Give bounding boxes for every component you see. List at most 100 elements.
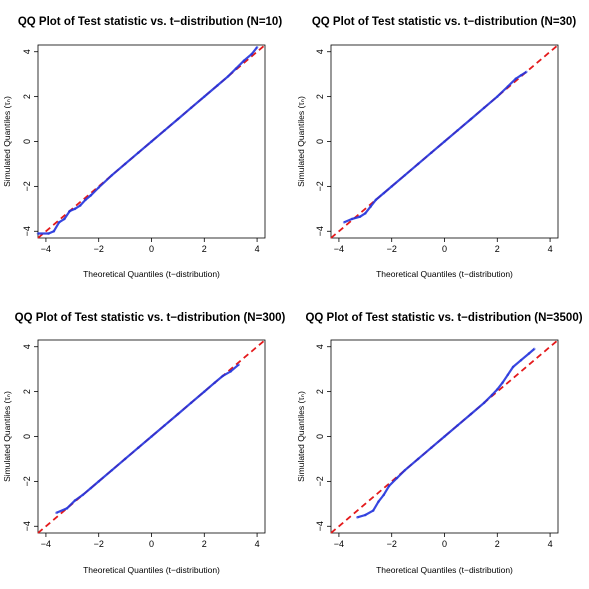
qq-point <box>377 500 380 503</box>
y-axis-label: Simulated Quantiles (τₙ) <box>296 96 306 187</box>
qq-point <box>255 45 259 49</box>
qq-point <box>202 95 206 98</box>
qq-point <box>430 446 433 450</box>
qq-point <box>374 198 378 202</box>
qq-series-line <box>38 46 258 235</box>
qq-point <box>371 509 375 512</box>
qq-point <box>221 374 225 378</box>
y-tick-label: 2 <box>22 389 32 394</box>
qq-point <box>430 151 433 155</box>
qq-point <box>229 370 232 373</box>
qq-point <box>176 117 180 121</box>
qq-point <box>176 412 180 416</box>
x-tick-label: −4 <box>334 539 344 549</box>
qq-point <box>356 515 359 519</box>
qq-point <box>47 232 50 235</box>
y-tick-label: 2 <box>315 389 325 394</box>
x-axis-label: Theoretical Quantiles (t−distribution) <box>83 269 220 279</box>
qq-point <box>390 185 394 188</box>
qq-point <box>495 388 499 391</box>
qq-point <box>189 106 193 110</box>
x-tick-label: −4 <box>41 539 51 549</box>
qq-point <box>97 186 101 189</box>
qq-point <box>216 84 219 87</box>
qq-point <box>519 73 523 77</box>
x-tick-label: −2 <box>94 539 104 549</box>
y-tick-label: −2 <box>22 476 32 486</box>
y-tick-label: 2 <box>22 94 32 99</box>
qq-point <box>110 173 114 177</box>
qq-point <box>242 59 246 63</box>
x-tick-label: 4 <box>548 244 553 254</box>
qq-point <box>416 162 420 166</box>
qq-point <box>89 486 93 490</box>
qq-point <box>387 484 391 488</box>
qq-point <box>73 207 77 211</box>
qq-point <box>63 217 66 221</box>
panel-title: QQ Plot of Test statistic vs. t−distribu… <box>15 312 286 324</box>
y-tick-label: −4 <box>22 226 32 236</box>
x-tick-label: 4 <box>255 244 260 254</box>
qq-series-line <box>343 70 527 224</box>
qq-point <box>52 229 56 233</box>
qq-point <box>382 191 386 195</box>
qq-point <box>501 381 504 384</box>
qq-point <box>57 220 61 224</box>
qq-point <box>514 77 518 80</box>
qq-point <box>36 232 40 235</box>
y-tick-label: 2 <box>315 94 325 99</box>
qq-point <box>456 423 459 427</box>
qq-point <box>110 468 114 472</box>
x-tick-label: −2 <box>387 539 397 549</box>
qq-point <box>506 85 510 88</box>
qq-point <box>81 493 85 497</box>
y-tick-label: 0 <box>22 139 32 144</box>
qq-panel-3: QQ Plot of Test statistic vs. t−distribu… <box>2 312 286 575</box>
qq-point <box>65 507 69 510</box>
qq-point <box>358 215 362 218</box>
y-tick-label: 4 <box>315 344 325 349</box>
y-tick-label: −2 <box>22 181 32 191</box>
qq-point <box>150 140 153 143</box>
y-tick-label: −4 <box>315 226 325 236</box>
qq-series-line <box>56 363 240 514</box>
qq-point <box>369 205 372 208</box>
x-axis-label: Theoretical Quantiles (t−distribution) <box>376 565 513 575</box>
y-axis-label: Simulated Quantiles (τₙ) <box>296 391 306 482</box>
x-tick-label: 2 <box>202 244 207 254</box>
qq-point <box>490 393 494 397</box>
y-tick-label: 4 <box>315 49 325 54</box>
qq-point <box>443 140 446 143</box>
qq-point <box>202 390 206 393</box>
qq-point <box>342 220 346 224</box>
qq-point <box>163 128 166 132</box>
y-tick-label: −2 <box>315 181 325 191</box>
qq-point <box>350 217 354 221</box>
y-axis-label: Simulated Quantiles (τₙ) <box>2 391 12 482</box>
y-tick-label: 0 <box>315 139 325 144</box>
qq-point <box>78 204 82 207</box>
qq-point <box>403 173 407 177</box>
y-tick-label: 0 <box>315 434 325 439</box>
qq-point <box>89 194 93 197</box>
x-tick-label: 4 <box>255 539 260 549</box>
qq-point <box>226 75 230 78</box>
panel-title: QQ Plot of Test statistic vs. t−distribu… <box>305 312 582 324</box>
qq-point <box>234 67 238 70</box>
x-tick-label: 0 <box>442 244 447 254</box>
qq-point <box>403 468 407 472</box>
x-tick-label: 2 <box>495 539 500 549</box>
qq-series-line <box>357 348 535 519</box>
x-axis-label: Theoretical Quantiles (t−distribution) <box>83 565 220 575</box>
qq-point <box>213 381 217 384</box>
qq-point <box>364 513 367 517</box>
qq-point <box>395 476 399 480</box>
qq-point <box>482 401 486 405</box>
x-tick-label: −2 <box>387 244 397 254</box>
qq-point <box>123 457 127 461</box>
qq-point <box>469 412 473 416</box>
panel-title: QQ Plot of Test statistic vs. t−distribu… <box>18 16 282 28</box>
x-axis-label: Theoretical Quantiles (t−distribution) <box>376 269 513 279</box>
